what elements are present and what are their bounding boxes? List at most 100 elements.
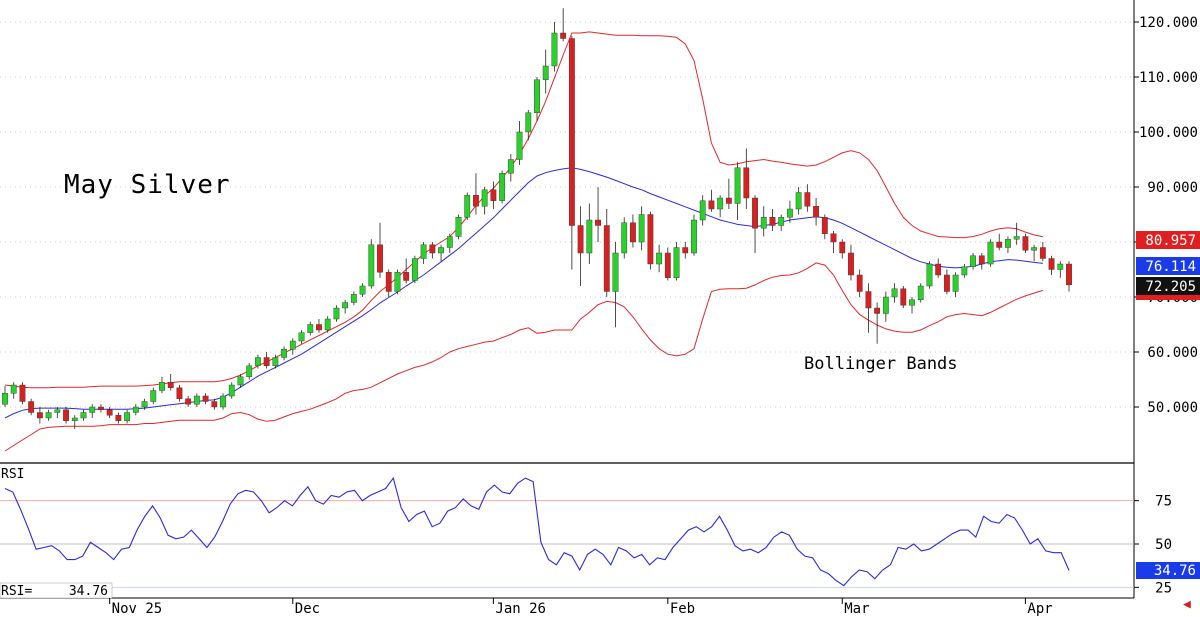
candle bbox=[45, 409, 52, 421]
candle bbox=[316, 319, 322, 333]
candle-body-up bbox=[89, 406, 96, 413]
candle-body-up bbox=[45, 412, 52, 419]
candle-body-up bbox=[71, 417, 78, 421]
candle-body-up bbox=[281, 349, 287, 358]
candle-body-down bbox=[935, 263, 942, 276]
candle-body-up bbox=[542, 65, 549, 80]
candle-body-up bbox=[734, 167, 741, 204]
candle bbox=[656, 244, 663, 273]
candle-body-up bbox=[1031, 247, 1038, 251]
candle-body-up bbox=[638, 214, 645, 243]
middle-band-price-label: 76.114 bbox=[1136, 257, 1200, 275]
rsi-line bbox=[4, 476, 1070, 587]
candle-body-down bbox=[211, 401, 218, 408]
bollinger-annotation: Bollinger Bands bbox=[804, 354, 958, 374]
candle-body-up bbox=[656, 252, 663, 265]
candle bbox=[743, 148, 750, 209]
candle-body-down bbox=[167, 382, 174, 388]
candle bbox=[725, 178, 732, 209]
candle bbox=[752, 195, 758, 253]
candle bbox=[891, 283, 898, 303]
rsi-value-label: 34.76 bbox=[1136, 562, 1200, 579]
middle-band-value: 76.114 bbox=[1145, 259, 1196, 275]
candle bbox=[246, 363, 253, 380]
candle-body-up bbox=[586, 219, 593, 254]
candle bbox=[394, 269, 401, 295]
candle bbox=[830, 231, 837, 253]
candle-body-up bbox=[438, 247, 444, 254]
candle bbox=[342, 299, 349, 314]
candle bbox=[787, 200, 793, 223]
candlestick-series bbox=[2, 8, 1072, 429]
candle-body-up bbox=[1013, 236, 1020, 240]
price-tick-label: 60.000 bbox=[1147, 345, 1198, 361]
candle-body-up bbox=[394, 272, 401, 292]
candle-body-down bbox=[996, 241, 1003, 248]
candle-body-down bbox=[560, 32, 567, 39]
candle bbox=[900, 286, 907, 308]
candle-body-up bbox=[1057, 263, 1064, 270]
candle bbox=[481, 187, 488, 215]
candle bbox=[542, 49, 549, 94]
upper-bollinger-band bbox=[4, 31, 1043, 389]
candle bbox=[917, 283, 924, 303]
candle-body-down bbox=[28, 401, 35, 413]
candle bbox=[473, 173, 479, 215]
candle bbox=[403, 258, 410, 284]
candle bbox=[167, 374, 174, 391]
candle bbox=[1039, 242, 1046, 262]
candle bbox=[10, 382, 17, 399]
candle bbox=[603, 209, 610, 297]
candle bbox=[1048, 255, 1055, 275]
candle bbox=[560, 8, 567, 42]
candle-body-up bbox=[342, 302, 349, 309]
candle bbox=[368, 239, 375, 289]
candle bbox=[935, 258, 942, 278]
candle-body-down bbox=[769, 217, 776, 226]
candle-body-up bbox=[220, 395, 226, 408]
candle-body-down bbox=[202, 395, 209, 402]
price-tick-label: 110.000 bbox=[1139, 70, 1198, 86]
candle bbox=[490, 181, 497, 209]
rsi-readout-value: 34.76 bbox=[69, 584, 108, 599]
candle bbox=[734, 162, 741, 220]
candle-body-down bbox=[577, 225, 584, 254]
candle bbox=[377, 222, 383, 278]
rsi-tick-label: 25 bbox=[1155, 580, 1172, 596]
candle-body-down bbox=[978, 255, 985, 265]
candle bbox=[821, 214, 828, 240]
candle-body-down bbox=[865, 291, 872, 309]
candle-body-down bbox=[1048, 258, 1055, 270]
candle bbox=[115, 412, 122, 424]
rsi-readout: RSI= 34.76 bbox=[0, 582, 113, 599]
candle bbox=[255, 354, 261, 369]
candle-body-down bbox=[385, 272, 392, 292]
candle-body-up bbox=[124, 412, 131, 421]
upper-band-price-label: 80.957 bbox=[1136, 231, 1200, 249]
candle bbox=[411, 255, 418, 284]
candle bbox=[272, 354, 279, 369]
candle bbox=[577, 206, 584, 286]
candle bbox=[691, 214, 697, 256]
candle bbox=[987, 239, 994, 267]
last-price-value: 72.205 bbox=[1145, 279, 1196, 295]
candle-body-up bbox=[787, 208, 793, 218]
candle-body-down bbox=[403, 272, 410, 281]
candle bbox=[516, 121, 523, 165]
upper-band-value: 80.957 bbox=[1145, 233, 1196, 249]
candle bbox=[926, 261, 933, 289]
candle bbox=[1022, 233, 1029, 253]
candle-body-down bbox=[1066, 263, 1072, 286]
candle bbox=[952, 272, 959, 297]
candle bbox=[551, 22, 558, 72]
candle bbox=[281, 346, 287, 361]
scroll-back-arrow-icon[interactable]: ◀ bbox=[1183, 597, 1191, 612]
candle bbox=[429, 242, 436, 259]
candle bbox=[220, 393, 226, 410]
price-tick-label: 90.000 bbox=[1147, 180, 1198, 196]
candle-body-down bbox=[647, 214, 654, 265]
candle bbox=[307, 321, 314, 336]
candle-body-up bbox=[551, 32, 558, 67]
candle bbox=[595, 187, 601, 242]
